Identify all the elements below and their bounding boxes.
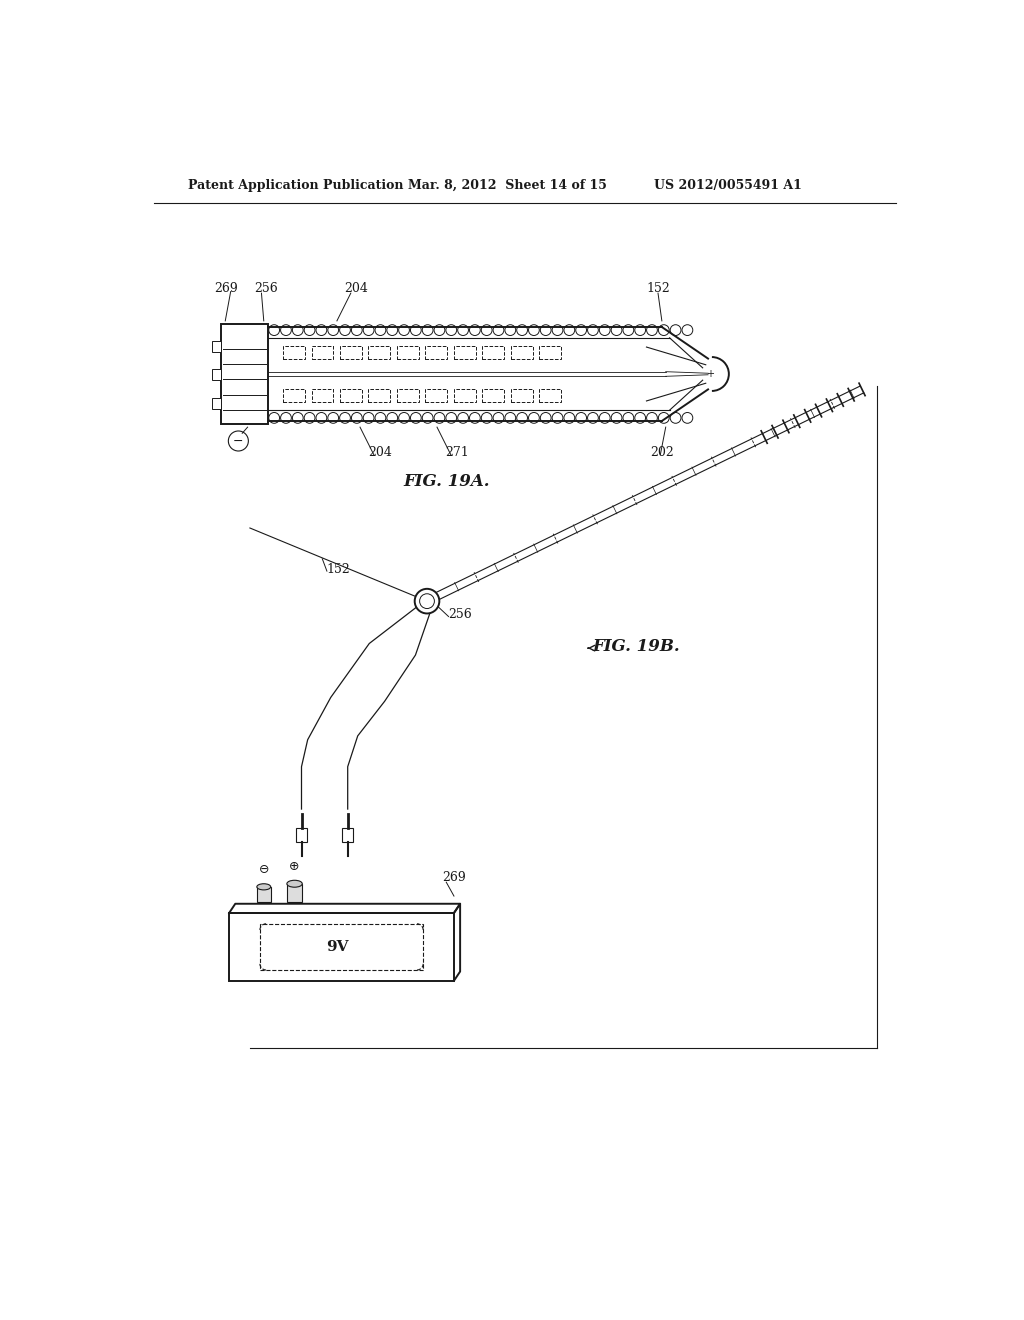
Text: 271: 271 <box>444 446 468 459</box>
Text: 269: 269 <box>214 281 238 294</box>
Bar <box>369 346 390 359</box>
Bar <box>511 388 532 403</box>
Bar <box>425 388 447 403</box>
Bar <box>369 388 390 403</box>
Bar <box>397 346 419 359</box>
Text: 202: 202 <box>650 446 674 459</box>
Text: Mar. 8, 2012  Sheet 14 of 15: Mar. 8, 2012 Sheet 14 of 15 <box>408 178 606 191</box>
Bar <box>340 388 361 403</box>
Text: 256: 256 <box>254 281 278 294</box>
Text: ⊖: ⊖ <box>258 863 269 876</box>
Bar <box>340 346 361 359</box>
Text: US 2012/0055491 A1: US 2012/0055491 A1 <box>654 178 802 191</box>
Bar <box>283 388 304 403</box>
Bar <box>221 323 267 424</box>
Bar <box>482 346 504 359</box>
Text: 9V: 9V <box>327 940 349 954</box>
Text: −: − <box>233 434 244 447</box>
Bar <box>454 346 475 359</box>
Text: 269: 269 <box>442 871 466 883</box>
Text: 152: 152 <box>327 562 350 576</box>
Bar <box>311 388 333 403</box>
Bar <box>260 924 423 970</box>
Text: 152: 152 <box>646 281 671 294</box>
Text: 204: 204 <box>368 446 391 459</box>
Bar <box>257 887 270 903</box>
Text: 256: 256 <box>449 609 472 622</box>
Text: 204: 204 <box>345 281 369 294</box>
Bar <box>482 388 504 403</box>
Bar <box>454 388 475 403</box>
Bar <box>425 346 447 359</box>
Bar <box>296 829 307 842</box>
Bar <box>540 388 561 403</box>
Bar <box>283 346 304 359</box>
Bar <box>212 341 221 351</box>
Bar <box>342 829 353 842</box>
Bar <box>229 913 454 981</box>
Bar <box>287 884 302 903</box>
Text: +: + <box>707 370 715 379</box>
Circle shape <box>415 589 439 614</box>
Bar <box>311 346 333 359</box>
Text: FIG. 19A.: FIG. 19A. <box>403 473 489 490</box>
Ellipse shape <box>257 884 270 890</box>
Text: FIG. 19B.: FIG. 19B. <box>593 638 680 655</box>
Bar <box>212 370 221 380</box>
Text: Patent Application Publication: Patent Application Publication <box>188 178 403 191</box>
Bar <box>212 397 221 409</box>
Bar <box>540 346 561 359</box>
Bar <box>397 388 419 403</box>
Bar <box>511 346 532 359</box>
Text: ⊕: ⊕ <box>290 861 300 874</box>
Ellipse shape <box>287 880 302 887</box>
